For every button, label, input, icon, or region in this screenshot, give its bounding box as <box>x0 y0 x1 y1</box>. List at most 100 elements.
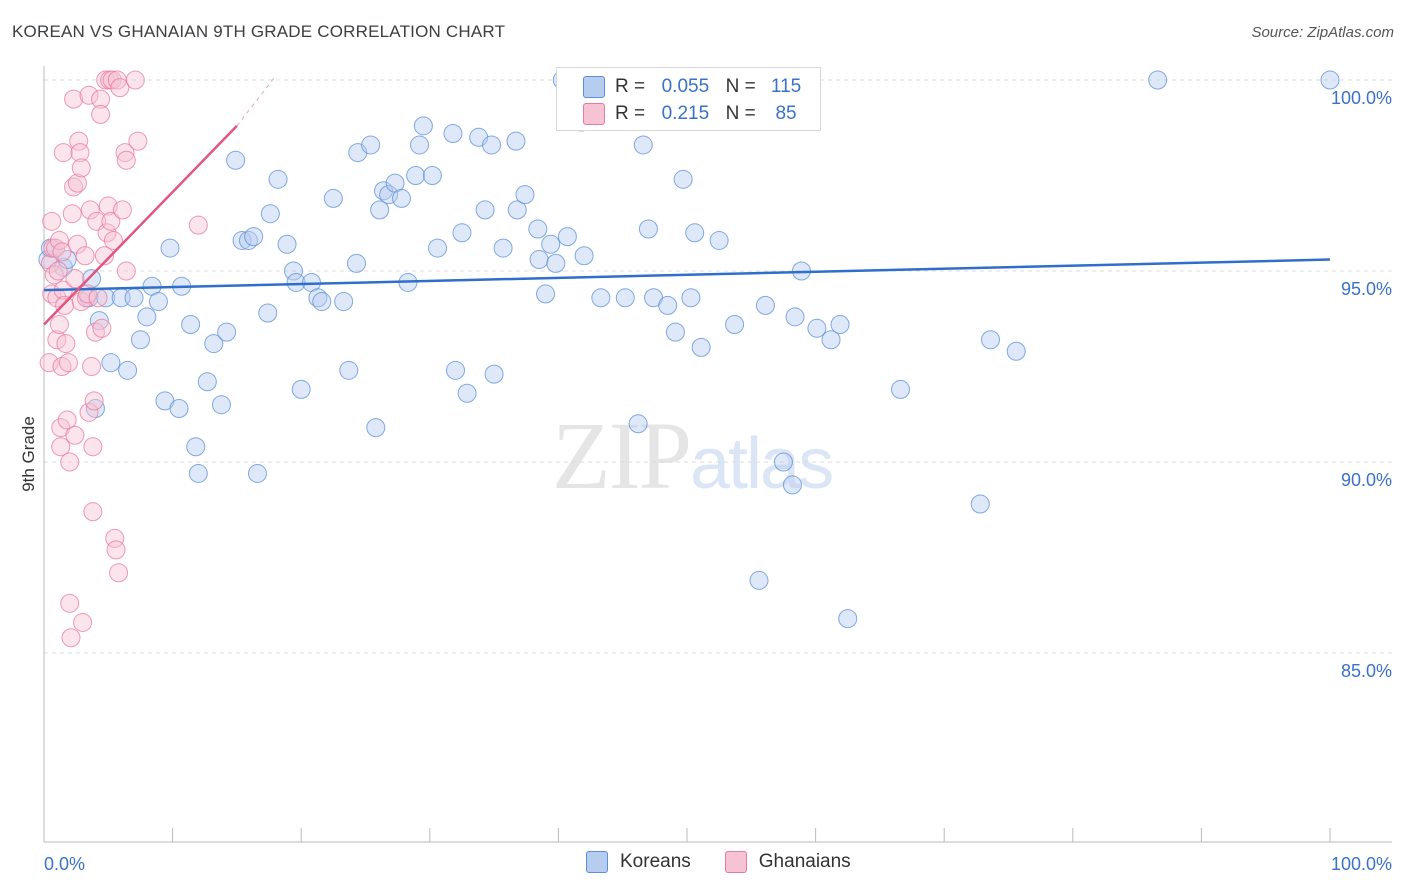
ghanaian-point <box>61 628 81 648</box>
korean-point <box>148 292 168 312</box>
korean-point <box>291 379 311 399</box>
ghanaian-point <box>67 173 87 193</box>
koreans-r-value: 0.055 <box>661 76 710 97</box>
ghanaian-point <box>112 200 132 220</box>
korean-point <box>507 200 527 220</box>
ghanaians-swatch <box>583 103 605 125</box>
ghanaians-r-value: 0.215 <box>661 103 710 124</box>
ghanaian-point <box>73 612 93 632</box>
korean-point <box>443 123 463 143</box>
korean-point <box>361 135 381 155</box>
korean-point <box>392 188 412 208</box>
ghanaian-point <box>39 353 59 373</box>
korean-point <box>638 219 658 239</box>
korean-point <box>308 288 328 308</box>
ghanaian-point <box>64 89 84 109</box>
ghanaian-point <box>110 78 130 98</box>
korean-point <box>226 150 246 170</box>
korean-point <box>484 364 504 384</box>
korean-point <box>691 337 711 357</box>
ghanaian-point <box>84 391 104 411</box>
ghanaian-point <box>40 253 60 273</box>
korean-point <box>413 116 433 136</box>
korean-point <box>574 246 594 266</box>
korean-point <box>493 238 513 258</box>
korean-point <box>186 437 206 457</box>
korean-point <box>628 414 648 434</box>
ghanaian-point <box>65 425 85 445</box>
korean-point <box>82 269 102 289</box>
watermark-zip: ZIP <box>552 402 692 509</box>
korean-point <box>366 418 386 438</box>
ghanaian-point <box>102 70 122 90</box>
korean-point <box>475 200 495 220</box>
korean-point <box>268 169 288 189</box>
y-tick-label: 100.0% <box>1331 88 1392 108</box>
korean-point <box>821 330 841 350</box>
ghanaian-point <box>116 261 136 281</box>
korean-point <box>260 204 280 224</box>
korean-point <box>374 181 394 201</box>
ghanaian-point <box>94 246 114 266</box>
korean-point <box>160 238 180 258</box>
korean-point <box>446 360 466 380</box>
legend-item-koreans[interactable]: Koreans <box>586 851 691 873</box>
korean-point <box>286 272 306 292</box>
korean-point <box>482 135 502 155</box>
ghanaian-point <box>60 593 80 613</box>
korean-point <box>130 330 150 350</box>
ghanaian-point <box>88 288 108 308</box>
ghanaian-point <box>64 177 84 197</box>
korean-point <box>197 372 217 392</box>
korean-point <box>124 288 144 308</box>
ghanaian-point <box>53 143 73 163</box>
korean-point <box>247 463 267 483</box>
korean-point <box>1006 341 1026 361</box>
ghanaian-point <box>56 334 76 354</box>
ghanaian-point <box>80 200 100 220</box>
ghanaian-point <box>44 265 64 285</box>
source-label: Source: ZipAtlas.com <box>1251 24 1394 41</box>
ghanaian-point <box>57 410 77 430</box>
korean-point <box>244 227 264 247</box>
korean-point <box>370 200 390 220</box>
y-tick-label: 95.0% <box>1341 279 1392 299</box>
x-tick-label: 0.0% <box>44 854 85 874</box>
chart-title: KOREAN VS GHANAIAN 9TH GRADE CORRELATION… <box>12 22 506 41</box>
x-tick-label: 100.0% <box>1331 854 1392 874</box>
ghanaian-point <box>83 502 103 522</box>
korean-point <box>665 322 685 342</box>
ghanaian-point <box>48 261 68 281</box>
ghanaian-point <box>115 143 135 163</box>
korean-point <box>277 234 297 254</box>
ghanaian-point <box>188 215 208 235</box>
y-tick-label: 90.0% <box>1341 470 1392 490</box>
korean-trend-line <box>43 258 1331 292</box>
korean-point <box>546 253 566 273</box>
korean-point <box>633 135 653 155</box>
ghanaians-n-value: 85 <box>775 103 797 124</box>
ghanaian-point <box>125 70 145 90</box>
korean-point <box>422 166 442 185</box>
ghanaian-point <box>109 563 129 583</box>
ghanaian-point <box>97 223 117 243</box>
stats-legend: R = 0.055 N = 115 R = 0.215 N = 85 <box>556 67 821 131</box>
ghanaian-point <box>67 234 87 254</box>
ghanaian-point <box>83 437 103 457</box>
korean-point <box>339 360 359 380</box>
ghanaian-point <box>103 230 123 250</box>
korean-point <box>410 135 430 155</box>
korean-point <box>725 314 745 334</box>
ghanaian-point <box>51 437 71 457</box>
korean-point <box>258 303 278 323</box>
ghanaian-point <box>62 204 82 224</box>
korean-point <box>673 169 693 189</box>
legend-item-ghanaians[interactable]: Ghanaians <box>724 851 851 873</box>
korean-point <box>232 230 252 250</box>
ghanaian-point <box>71 158 91 178</box>
korean-point <box>118 360 138 380</box>
ghanaian-point <box>98 196 118 216</box>
ghanaian-point <box>91 104 111 124</box>
ghanaians-legend-swatch <box>724 851 747 873</box>
